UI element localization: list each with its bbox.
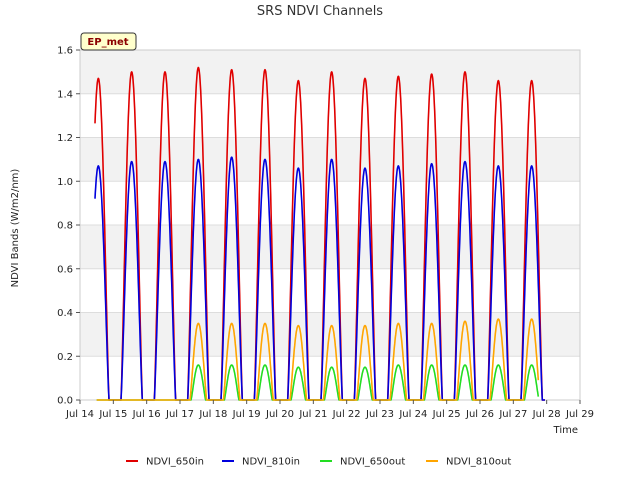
x-tick-label: Jul 19 bbox=[232, 409, 261, 420]
y-tick-label: 0.0 bbox=[57, 396, 73, 407]
plot-band bbox=[80, 225, 580, 269]
y-tick-label: 1.0 bbox=[57, 177, 73, 188]
x-tick-label: Jul 14 bbox=[65, 409, 94, 420]
legend-label: NDVI_650out bbox=[340, 457, 405, 468]
x-tick-label: Jul 26 bbox=[465, 409, 494, 420]
ep-met-badge: EP_met bbox=[80, 32, 137, 51]
legend-label: NDVI_810in bbox=[242, 457, 300, 468]
legend-item-ndvi_650out: NDVI_650out bbox=[320, 457, 405, 468]
x-tick-label: Jul 25 bbox=[432, 409, 461, 420]
legend-item-ndvi_810out: NDVI_810out bbox=[426, 457, 511, 468]
x-tick-label: Jul 18 bbox=[198, 409, 227, 420]
legend-label: NDVI_810out bbox=[446, 457, 511, 468]
chart-title: SRS NDVI Channels bbox=[257, 4, 383, 19]
x-axis-label: Time bbox=[553, 425, 578, 436]
series-line-ndvi_810out bbox=[96, 318, 540, 401]
y-tick-label: 1.6 bbox=[57, 46, 73, 57]
legend-label: NDVI_650in bbox=[146, 457, 204, 468]
y-tick-label: 0.8 bbox=[57, 221, 73, 232]
x-tick-label: Jul 21 bbox=[298, 409, 327, 420]
y-tick-label: 0.2 bbox=[57, 352, 73, 363]
x-tick-label: Jul 22 bbox=[332, 409, 361, 420]
x-tick-label: Jul 28 bbox=[532, 409, 561, 420]
x-tick-label: Jul 15 bbox=[98, 409, 127, 420]
x-tick-label: Jul 23 bbox=[365, 409, 394, 420]
y-tick-label: 1.4 bbox=[57, 89, 73, 100]
badge-label: EP_met bbox=[87, 37, 128, 48]
x-tick-label: Jul 20 bbox=[265, 409, 294, 420]
series-line-ndvi_810in bbox=[94, 156, 546, 401]
x-tick-label: Jul 27 bbox=[498, 409, 527, 420]
y-axis-label: NDVI Bands (W/m2/nm) bbox=[10, 169, 21, 288]
x-tick-label: Jul 16 bbox=[132, 409, 161, 420]
x-axis-ticks: Jul 14 Jul 15 Jul 16 Jul 17 Jul 18 Jul 19 Jul … bbox=[65, 400, 594, 420]
series-layer bbox=[94, 66, 546, 401]
y-tick-label: 0.4 bbox=[57, 308, 73, 319]
y-tick-label: 0.6 bbox=[57, 264, 73, 275]
y-axis-ticks: 0.0 0.2 0.4 0.6 0.8 1.0 1.2 1.4 1.6 bbox=[57, 46, 80, 407]
legend-item-ndvi_650in: NDVI_650in bbox=[126, 457, 204, 468]
x-tick-label: Jul 29 bbox=[565, 409, 594, 420]
x-tick-label: Jul 24 bbox=[398, 409, 427, 420]
y-tick-label: 1.2 bbox=[57, 133, 73, 144]
legend-item-ndvi_810in: NDVI_810in bbox=[222, 457, 300, 468]
x-tick-label: Jul 17 bbox=[165, 409, 194, 420]
legend: NDVI_650in NDVI_810in NDVI_650out NDVI_810o… bbox=[126, 457, 511, 468]
